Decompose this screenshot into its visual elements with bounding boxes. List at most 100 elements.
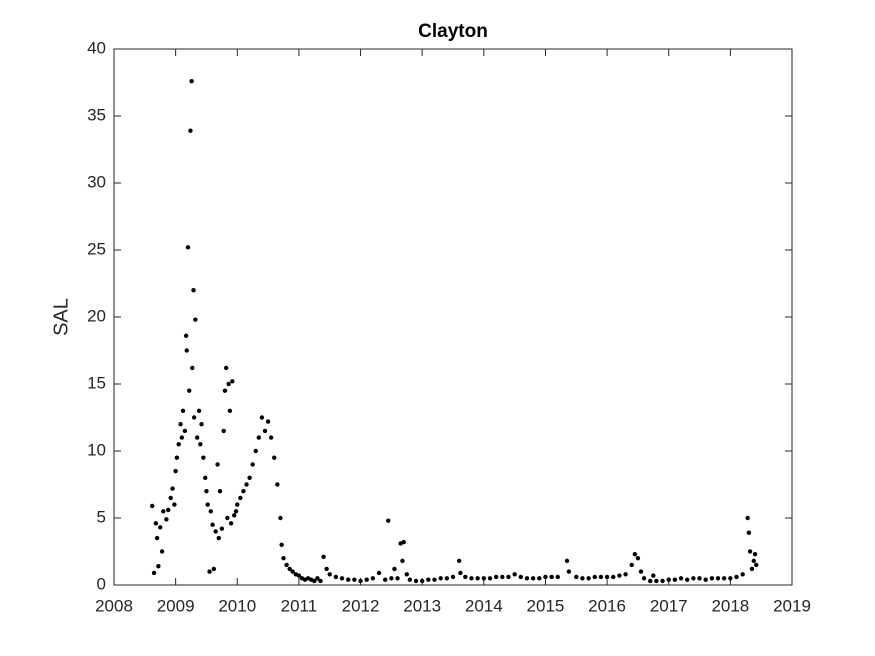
point (203, 475, 208, 480)
point (253, 448, 258, 454)
point (189, 78, 194, 84)
y-tick-label: 20 (87, 306, 106, 325)
point (364, 577, 369, 582)
y-axis-label: SAL (50, 298, 72, 336)
point (611, 574, 616, 580)
point (321, 554, 326, 560)
point (444, 576, 450, 581)
point (272, 455, 277, 460)
point (400, 558, 405, 564)
y-tick-label: 35 (87, 105, 106, 124)
point (745, 515, 750, 521)
point (188, 128, 193, 133)
point (217, 489, 223, 494)
point (604, 574, 610, 580)
point (312, 578, 317, 584)
point (555, 574, 560, 580)
point (549, 574, 554, 580)
point (432, 577, 437, 582)
point (215, 462, 220, 467)
point (747, 549, 753, 554)
point (278, 515, 283, 521)
point (225, 515, 230, 521)
point (450, 574, 456, 580)
point (632, 551, 638, 557)
point (395, 576, 400, 581)
point (296, 573, 302, 578)
point (654, 578, 659, 584)
point (635, 556, 641, 561)
y-tick-label: 25 (87, 239, 106, 258)
point (346, 577, 351, 582)
point (156, 564, 161, 569)
point (222, 388, 228, 393)
point (190, 365, 195, 371)
x-tick-label: 2011 (281, 596, 318, 615)
point (580, 576, 585, 581)
point (586, 576, 591, 581)
point (231, 513, 237, 518)
point (754, 562, 759, 568)
point (265, 419, 271, 424)
point (159, 549, 165, 554)
point (376, 570, 382, 576)
point (235, 502, 240, 507)
y-tick-label: 10 (87, 440, 106, 459)
point (193, 317, 198, 322)
point (221, 428, 226, 434)
point (407, 577, 413, 582)
point (256, 435, 262, 440)
point (226, 381, 231, 387)
point (151, 570, 157, 576)
point (413, 578, 419, 584)
point (685, 577, 690, 582)
point (389, 576, 394, 581)
point (648, 578, 653, 584)
point (715, 576, 721, 581)
point (166, 507, 171, 513)
point (173, 468, 178, 474)
point (211, 566, 217, 572)
x-tick-label: 2013 (403, 596, 441, 615)
point (183, 333, 189, 338)
point (176, 442, 181, 447)
point (180, 408, 186, 413)
point (327, 572, 332, 577)
point (426, 577, 431, 582)
point (172, 502, 177, 507)
point (672, 577, 678, 582)
point (230, 379, 235, 384)
point (463, 574, 468, 580)
point (184, 348, 189, 353)
point (210, 522, 215, 527)
chart-title: Clayton (418, 21, 488, 42)
point (281, 556, 286, 561)
point (247, 475, 252, 480)
point (404, 572, 409, 577)
point (164, 517, 169, 522)
point (333, 574, 339, 580)
point (205, 502, 210, 507)
x-tick-label: 2014 (465, 596, 503, 615)
point (201, 455, 206, 460)
point (223, 365, 229, 371)
point (493, 574, 499, 580)
point (228, 521, 234, 526)
y-tick-label: 30 (87, 172, 106, 191)
point (543, 574, 548, 580)
point (195, 435, 200, 440)
point (458, 570, 463, 576)
point (227, 408, 233, 413)
point (191, 415, 197, 420)
point (752, 551, 758, 557)
point (150, 503, 155, 509)
point (481, 576, 487, 581)
point (268, 435, 274, 440)
x-tick-label: 2009 (157, 596, 195, 615)
point (196, 408, 202, 413)
x-tick-label: 2008 (95, 596, 133, 615)
point (174, 455, 180, 460)
x-tick-label: 2019 (773, 596, 811, 615)
